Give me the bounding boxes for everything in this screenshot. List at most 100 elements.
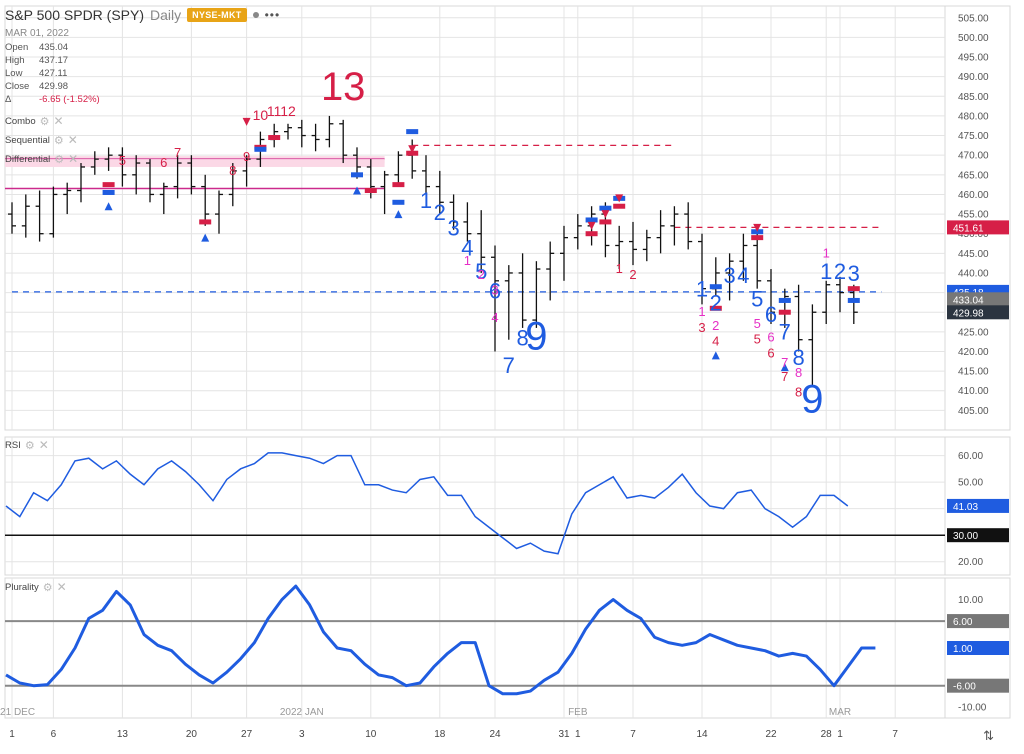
signal-marker <box>847 286 860 292</box>
price-tag-text: 6.00 <box>953 617 973 628</box>
y-tick-label: 460.00 <box>958 190 989 201</box>
count-label: 7 <box>174 145 181 160</box>
indicator-differential[interactable]: Differential ⚙ ✕ <box>5 152 78 166</box>
signal-marker <box>102 182 115 188</box>
signal-marker <box>613 203 626 209</box>
close-icon[interactable]: ✕ <box>53 114 64 128</box>
signal-triangle <box>753 223 762 232</box>
period-label[interactable]: Daily <box>150 7 182 23</box>
count-label: 2 <box>710 290 722 315</box>
price-tag-box <box>947 220 1009 235</box>
gear-icon[interactable]: ⚙ <box>39 115 50 128</box>
plurality-panel-label[interactable]: Plurality ⚙ ✕ <box>5 580 67 594</box>
count-label: 8 <box>795 385 802 400</box>
y-tick-label: 495.00 <box>958 53 989 64</box>
count-label: 13 <box>321 65 366 109</box>
indicator-label: Combo <box>5 115 36 127</box>
signal-triangle <box>601 210 610 219</box>
indicator-label: Sequential <box>5 134 50 146</box>
close-icon[interactable]: ✕ <box>68 152 79 166</box>
signal-triangle <box>394 210 403 219</box>
signal-marker <box>364 188 377 194</box>
count-label: 1 <box>698 304 705 319</box>
price-tag-text: 451.61 <box>953 223 984 234</box>
count-label: 1 <box>616 261 623 276</box>
signal-triangle <box>780 363 789 372</box>
delta-icon: Δ <box>5 94 12 105</box>
y-tick-label: 490.00 <box>958 72 989 83</box>
close-icon[interactable]: ✕ <box>38 438 49 452</box>
price-tag-box <box>947 528 1009 543</box>
x-tick-label: 27 <box>241 729 253 740</box>
panel-frame <box>4 5 1011 431</box>
symbol-title[interactable]: S&P 500 SPDR (SPY) <box>5 7 145 23</box>
price-tag-text: -6.00 <box>953 682 976 693</box>
x-tick-label: 14 <box>696 729 708 740</box>
signal-marker <box>847 297 860 303</box>
count-label: 5 <box>751 286 763 311</box>
signal-triangle <box>242 117 251 126</box>
signal-marker <box>406 129 419 135</box>
y-tick-label: 445.00 <box>958 249 989 260</box>
chart-header: S&P 500 SPDR (SPY) Daily NYSE-MKT ••• MA… <box>5 4 605 164</box>
gear-icon[interactable]: ⚙ <box>54 153 65 166</box>
signal-marker <box>392 199 405 205</box>
high-label: High <box>5 55 25 66</box>
close-icon[interactable]: ✕ <box>56 580 67 594</box>
gear-icon[interactable]: ⚙ <box>42 581 53 594</box>
count-label: 3 <box>723 263 735 288</box>
y-tick-label: 425.00 <box>958 327 989 338</box>
count-label: 9 <box>525 315 547 359</box>
resistance-band-fill <box>5 159 385 167</box>
count-label: 5 <box>754 316 761 331</box>
month-label: MAR <box>829 707 851 718</box>
x-tick-label: 20 <box>186 729 198 740</box>
plurality-tag: 6.00 <box>947 614 1009 629</box>
panel-frame <box>4 577 1011 719</box>
signal-triangle <box>353 186 361 195</box>
x-tick-label: 13 <box>117 729 129 740</box>
x-tick-label: 24 <box>489 729 501 740</box>
rsi-tag: 41.03 <box>947 498 1009 513</box>
more-options-icon[interactable]: ••• <box>264 8 281 22</box>
y-tick-label: 20.00 <box>958 557 983 568</box>
plurality-tag: -6.00 <box>947 678 1009 693</box>
x-tick-label: 6 <box>51 729 57 740</box>
signal-triangle <box>615 194 624 203</box>
rsi-label: RSI <box>5 439 21 451</box>
signal-marker <box>585 231 598 237</box>
y-tick-label: -10.00 <box>958 703 987 714</box>
indicator-combo[interactable]: Combo ⚙ ✕ <box>5 114 64 128</box>
count-label: 6 <box>767 345 774 360</box>
count-label: 4 <box>461 235 473 260</box>
count-label: 6 <box>765 302 777 327</box>
gear-icon[interactable]: ⚙ <box>24 439 35 452</box>
rsi-panel-label[interactable]: RSI ⚙ ✕ <box>5 438 49 452</box>
month-label: 2021 DEC <box>0 707 35 718</box>
signal-marker <box>709 284 722 290</box>
price-tag-text: 433.04 <box>953 295 984 306</box>
count-label: 1 <box>420 188 432 213</box>
plurality-tag: 1.00 <box>947 641 1009 655</box>
price-tag-text: 1.00 <box>953 644 973 655</box>
count-label: 7 <box>781 355 788 370</box>
signal-triangle <box>711 351 720 360</box>
indicator-sequential[interactable]: Sequential ⚙ ✕ <box>5 133 78 147</box>
price-tag-box <box>947 641 1009 655</box>
signal-marker <box>254 146 267 152</box>
swap-arrows-icon[interactable]: ⇅ <box>983 728 994 743</box>
count-label: 5 <box>754 332 761 347</box>
count-label: 4 <box>491 310 498 325</box>
y-tick-label: 410.00 <box>958 386 989 397</box>
panel-frame <box>4 436 1011 576</box>
x-tick-label: 28 <box>821 729 833 740</box>
x-tick-label: 10 <box>365 729 377 740</box>
close-icon[interactable]: ✕ <box>67 133 78 147</box>
signal-marker <box>599 219 612 225</box>
count-label: 1 <box>820 259 832 284</box>
month-label: 2022 JAN <box>280 707 324 718</box>
count-label: 11 <box>267 103 282 119</box>
gear-icon[interactable]: ⚙ <box>53 134 64 147</box>
signal-triangle <box>587 221 596 230</box>
